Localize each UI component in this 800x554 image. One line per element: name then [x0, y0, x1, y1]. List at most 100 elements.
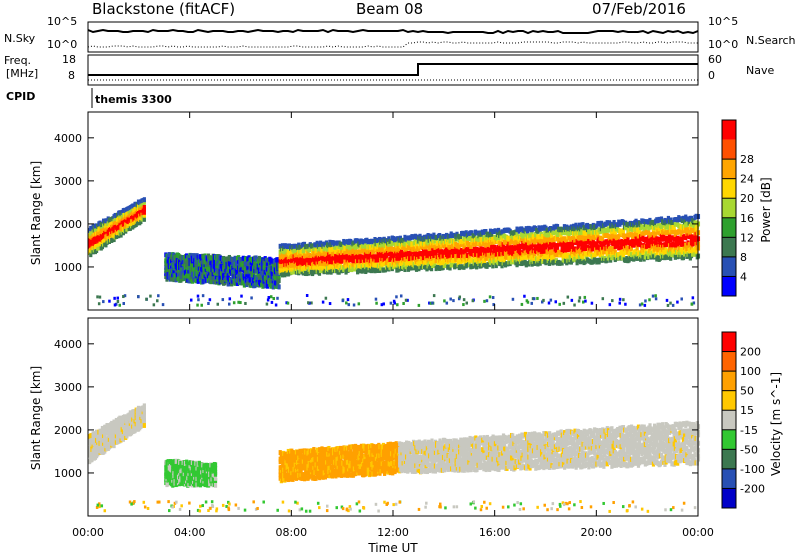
ground-scatter-cell — [221, 298, 225, 302]
ground-scatter-cell — [692, 301, 696, 305]
scatter-cell — [634, 242, 638, 248]
ground-scatter-cell — [526, 300, 530, 304]
scatter-cell — [596, 233, 600, 239]
scatter-cell — [435, 257, 439, 263]
scatter-cell — [554, 258, 558, 264]
scatter-cell — [295, 245, 300, 251]
scatter-cell — [395, 248, 399, 254]
ground-scatter-cell — [200, 303, 203, 307]
scatter-cell — [561, 227, 565, 233]
scatter-cell — [426, 257, 430, 263]
ground-scatter-cell — [578, 296, 582, 300]
nsky-panel — [87, 21, 699, 53]
scatter-cell — [609, 226, 613, 232]
scatter-cell — [634, 248, 638, 254]
scatter-cell — [491, 263, 495, 269]
ground-scatter-cell — [554, 300, 558, 304]
scatter-cell — [458, 234, 463, 240]
scatter-cell — [399, 249, 404, 255]
ground-scatter-cell — [530, 301, 534, 305]
scatter-cell — [634, 235, 638, 241]
scatter-cell — [539, 245, 543, 251]
scatter-cell — [521, 251, 525, 257]
ground-scatter-cell — [651, 294, 655, 298]
scatter-cell — [215, 266, 219, 272]
ground-scatter-cell — [382, 302, 385, 306]
scatter-cell — [694, 220, 698, 226]
nsearch-series — [87, 41, 698, 48]
scatter-cell — [490, 232, 494, 238]
scatter-cell — [315, 240, 319, 246]
scatter-cell — [581, 253, 585, 259]
scatter-cell — [652, 235, 657, 241]
ground-scatter-cell — [324, 296, 328, 300]
ground-scatter-cell — [669, 301, 672, 305]
scatter-cell — [520, 237, 524, 243]
scatter-cell — [542, 239, 546, 245]
ground-scatter-cell — [601, 297, 605, 301]
scatter-cell — [330, 459, 335, 465]
scatter-cell — [678, 227, 682, 233]
scatter-cell — [336, 252, 340, 258]
scatter-cell — [546, 258, 550, 264]
scatter-cell — [402, 259, 406, 265]
scatter-cell — [684, 227, 688, 233]
scatter-cell — [118, 229, 122, 235]
scatter-cell — [367, 254, 371, 260]
scatter-cell — [142, 412, 146, 418]
ground-scatter-cell — [347, 303, 351, 307]
freq-tick-low: 8 — [68, 69, 75, 82]
scatter-cell — [119, 232, 123, 238]
scatter-cell — [650, 244, 654, 250]
scatter-cell — [632, 256, 636, 262]
scatter-cell — [470, 230, 474, 236]
ground-scatter-cell — [573, 303, 576, 307]
scatter-cell — [636, 233, 640, 239]
scatter-cell — [606, 243, 610, 249]
ground-scatter-cell — [272, 297, 276, 301]
scatter-cell — [89, 438, 93, 444]
ground-scatter-cell — [443, 299, 446, 303]
scatter-cell — [580, 239, 584, 245]
scatter-cell — [142, 209, 146, 215]
scatter-cell — [429, 250, 434, 256]
scatter-cell — [622, 246, 627, 252]
scatter-cell — [580, 258, 584, 264]
ground-scatter-cell — [488, 295, 492, 299]
scatter-cell — [316, 449, 321, 455]
cpid-label: CPID — [6, 90, 36, 103]
ground-scatter-cell — [244, 301, 247, 305]
ground-scatter-cell — [375, 301, 378, 305]
scatter-cell — [484, 228, 488, 234]
scatter-cell — [560, 260, 564, 266]
ground-scatter-cell — [417, 303, 421, 307]
scatter-cell — [547, 246, 552, 252]
scatter-cell — [487, 239, 491, 245]
ground-scatter-cell — [208, 298, 212, 302]
ground-scatter-cell — [228, 297, 232, 301]
scatter-cell — [320, 446, 324, 452]
ground-scatter-cell — [286, 301, 290, 305]
ground-scatter-cell — [265, 302, 269, 306]
scatter-cell — [226, 273, 230, 279]
ground-scatter-cell — [449, 297, 452, 301]
scatter-cell — [506, 238, 510, 244]
ground-scatter-cell — [648, 298, 651, 302]
scatter-cell — [651, 241, 655, 247]
scatter-cell — [291, 476, 295, 482]
nsearch-label: N.Search — [746, 34, 796, 47]
scatter-cell — [658, 236, 662, 242]
freq-label: Freq. — [4, 54, 32, 67]
scatter-cell — [540, 252, 545, 258]
scatter-cell — [523, 259, 527, 265]
scatter-cell — [655, 250, 659, 256]
scatter-cell — [548, 252, 553, 258]
scatter-cell — [579, 251, 583, 257]
scatter-cell — [426, 243, 430, 249]
scatter-cell — [596, 229, 600, 235]
scatter-cell — [652, 243, 657, 249]
ground-scatter-cell — [395, 295, 398, 299]
scatter-cell — [692, 227, 696, 233]
scatter-cell — [500, 263, 504, 269]
